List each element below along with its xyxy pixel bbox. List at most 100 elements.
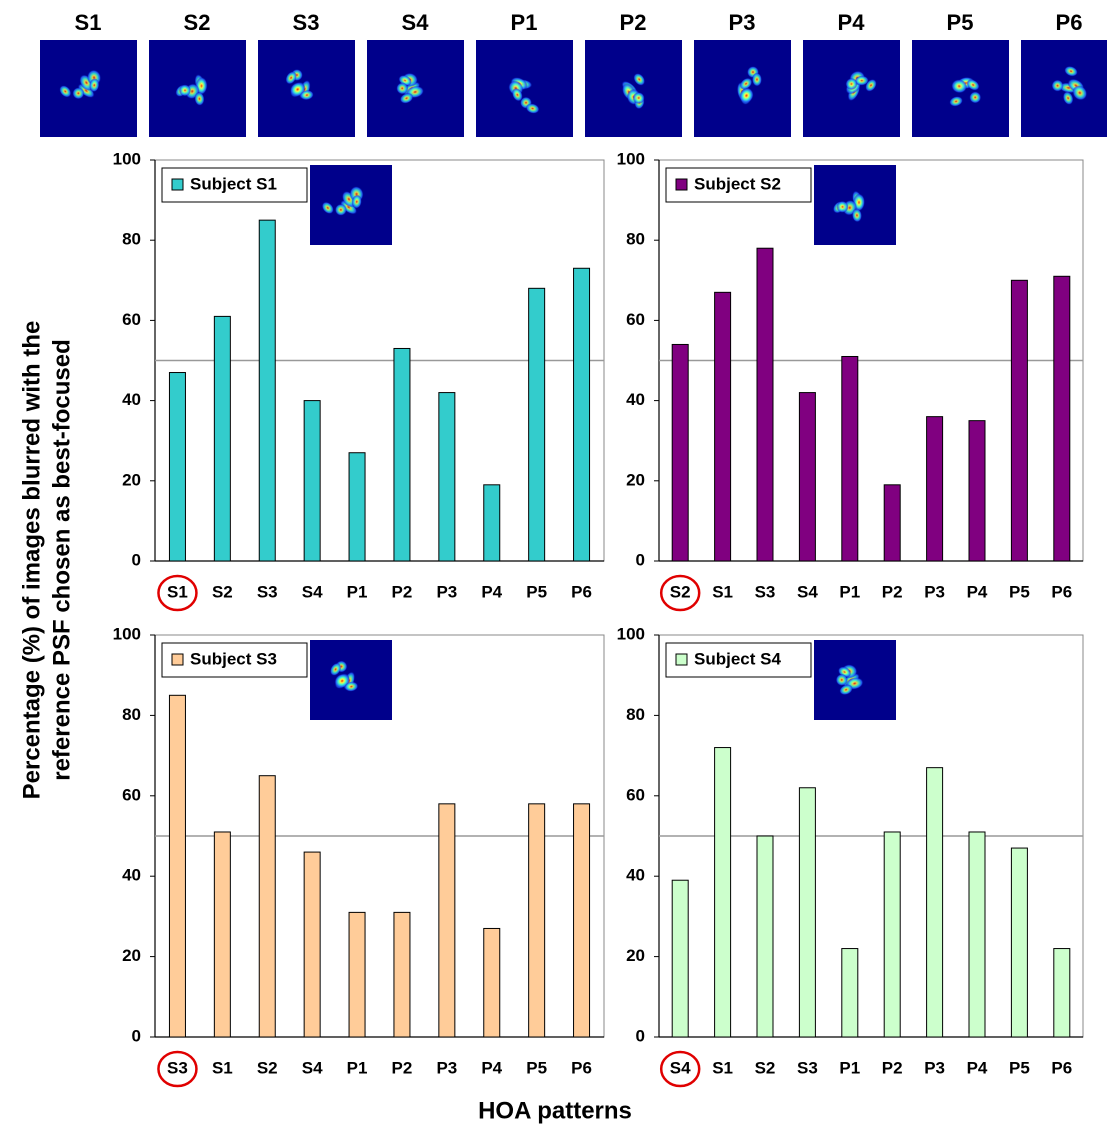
bar xyxy=(1011,848,1027,1037)
bar xyxy=(259,776,275,1037)
legend-label: Subject S1 xyxy=(190,174,277,193)
x-tick-label: S4 xyxy=(670,1058,691,1077)
bar xyxy=(969,421,985,561)
y-tick-label: 20 xyxy=(122,470,141,489)
x-tick-label: S3 xyxy=(257,582,278,601)
figure: HOA patterns Percentage (%) of images bl… xyxy=(0,0,1107,1129)
x-tick-label: P2 xyxy=(392,1058,413,1077)
bar xyxy=(757,836,773,1037)
bar xyxy=(927,417,943,561)
psf-label: P1 xyxy=(511,10,538,35)
x-tick-label: P6 xyxy=(1051,582,1072,601)
y-tick-label: 0 xyxy=(132,550,141,569)
y-tick-label: 40 xyxy=(626,866,645,885)
legend-swatch xyxy=(676,654,687,665)
x-tick-label: P6 xyxy=(571,1058,592,1077)
bar xyxy=(214,832,230,1037)
y-tick-label: 0 xyxy=(636,1026,645,1045)
bar xyxy=(439,804,455,1037)
x-tick-label: P3 xyxy=(924,582,945,601)
bar xyxy=(757,248,773,561)
y-tick-label: 80 xyxy=(122,705,141,724)
y-tick-label: 60 xyxy=(626,310,645,329)
x-tick-label: P4 xyxy=(967,582,988,601)
bar xyxy=(715,748,731,1037)
bar xyxy=(349,912,365,1037)
psf-label: S4 xyxy=(402,10,430,35)
psf-label: S3 xyxy=(293,10,320,35)
bar xyxy=(1011,280,1027,561)
bar xyxy=(574,804,590,1037)
x-tick-label: S4 xyxy=(797,582,818,601)
x-tick-label: P3 xyxy=(436,582,457,601)
psf-label: P2 xyxy=(620,10,647,35)
bar xyxy=(529,804,545,1037)
bar xyxy=(672,880,688,1037)
y-axis-label: Percentage (%) of images blurred with th… xyxy=(18,321,45,800)
bar xyxy=(214,316,230,561)
x-tick-label: P2 xyxy=(882,582,903,601)
x-tick-label: S4 xyxy=(302,582,323,601)
x-tick-label: S2 xyxy=(670,582,691,601)
x-tick-label: S3 xyxy=(797,1058,818,1077)
x-tick-label: P3 xyxy=(436,1058,457,1077)
x-tick-label: S2 xyxy=(257,1058,278,1077)
y-tick-label: 0 xyxy=(636,550,645,569)
y-axis-label: reference PSF chosen as best-focused xyxy=(48,339,75,781)
y-tick-label: 100 xyxy=(617,624,645,643)
y-tick-label: 40 xyxy=(122,390,141,409)
x-tick-label: S2 xyxy=(212,582,233,601)
y-tick-label: 20 xyxy=(122,946,141,965)
bar xyxy=(842,949,858,1037)
x-tick-label: S4 xyxy=(302,1058,323,1077)
psf-label: P5 xyxy=(947,10,974,35)
psf-label: S2 xyxy=(184,10,211,35)
bar xyxy=(927,768,943,1037)
bar xyxy=(529,288,545,561)
psf-label: P3 xyxy=(729,10,756,35)
legend-label: Subject S4 xyxy=(694,649,781,668)
y-tick-label: 40 xyxy=(122,866,141,885)
psf-label: P6 xyxy=(1056,10,1083,35)
bar xyxy=(439,393,455,561)
bar xyxy=(884,832,900,1037)
y-tick-label: 60 xyxy=(122,310,141,329)
x-tick-label: S2 xyxy=(755,1058,776,1077)
legend-swatch xyxy=(172,654,183,665)
x-tick-label: S1 xyxy=(712,582,733,601)
y-tick-label: 60 xyxy=(626,785,645,804)
x-tick-label: P4 xyxy=(481,582,502,601)
bar xyxy=(969,832,985,1037)
bar xyxy=(715,292,731,561)
y-tick-label: 20 xyxy=(626,470,645,489)
bar xyxy=(304,852,320,1037)
x-tick-label: P2 xyxy=(882,1058,903,1077)
bar xyxy=(259,220,275,561)
y-tick-label: 20 xyxy=(626,946,645,965)
legend-swatch xyxy=(172,179,183,190)
x-tick-label: P5 xyxy=(526,582,547,601)
x-tick-label: P1 xyxy=(347,582,368,601)
x-tick-label: P3 xyxy=(924,1058,945,1077)
x-tick-label: P1 xyxy=(347,1058,368,1077)
y-tick-label: 80 xyxy=(122,230,141,249)
x-tick-label: P5 xyxy=(526,1058,547,1077)
x-tick-label: P5 xyxy=(1009,1058,1030,1077)
y-tick-label: 80 xyxy=(626,705,645,724)
bar xyxy=(1054,276,1070,561)
x-tick-label: P1 xyxy=(839,582,860,601)
bar xyxy=(842,356,858,561)
bar xyxy=(574,268,590,561)
x-tick-label: P2 xyxy=(392,582,413,601)
bar xyxy=(484,485,500,561)
bar xyxy=(169,373,185,561)
legend-swatch xyxy=(676,179,687,190)
x-tick-label: P4 xyxy=(967,1058,988,1077)
legend-label: Subject S3 xyxy=(190,649,277,668)
x-tick-label: S1 xyxy=(167,582,188,601)
y-tick-label: 0 xyxy=(132,1026,141,1045)
psf-speckle xyxy=(1052,80,1064,92)
bar xyxy=(799,393,815,561)
bar xyxy=(304,401,320,561)
bar xyxy=(394,348,410,561)
